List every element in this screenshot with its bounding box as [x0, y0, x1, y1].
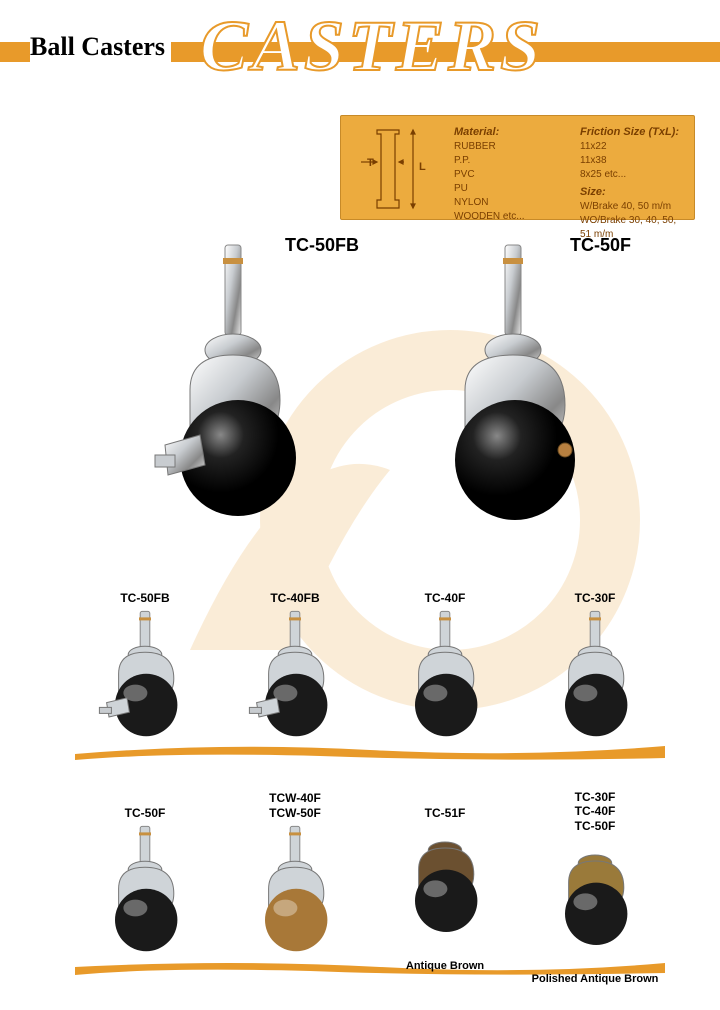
spec-col-1: Material: RUBBER P.P. PVC PU NYLON WOODE…	[454, 126, 560, 209]
spec-col-2: Friction Size (TxL): 11x22 11x38 8x25 et…	[580, 126, 686, 209]
caster-icon	[535, 609, 655, 741]
product-item: TCW-40FTCW-50F	[220, 790, 370, 985]
main-title: CASTERS	[200, 5, 544, 88]
caster-icon	[130, 240, 330, 530]
product-item: TC-40F	[370, 575, 520, 741]
material-heading: Material:	[454, 126, 560, 138]
caster-icon	[410, 240, 610, 530]
product-label: TC-30FTC-40FTC-50F	[520, 790, 670, 833]
diagram-l-label: L	[419, 161, 426, 173]
product-label: TC-50F	[70, 790, 220, 820]
spec-diagram: T L	[341, 116, 446, 219]
caster-icon	[235, 824, 355, 956]
product-label: TC-30F	[520, 575, 670, 605]
caster-icon	[85, 609, 205, 741]
diagram-t-label: T	[367, 157, 374, 169]
caster-icon	[385, 824, 505, 956]
material-item: NYLON	[454, 196, 560, 210]
friction-item: 11x22	[580, 140, 686, 154]
big-product-1-label: TC-50FB	[285, 235, 359, 256]
spec-text: Material: RUBBER P.P. PVC PU NYLON WOODE…	[446, 116, 694, 219]
header: Ball Casters CASTERS	[0, 0, 720, 80]
product-item: TC-50FB	[70, 575, 220, 741]
material-item: PU	[454, 182, 560, 196]
product-item: TC-30F	[520, 575, 670, 741]
friction-heading: Friction Size (TxL):	[580, 126, 686, 138]
material-item: WOODEN etc...	[454, 210, 560, 224]
caster-icon	[85, 824, 205, 956]
size-heading: Size:	[580, 186, 686, 198]
product-label: TC-51F	[370, 790, 520, 820]
big-product-2: TC-50F	[370, 240, 650, 540]
big-product-row: TC-50FB TC-50F	[90, 240, 650, 540]
product-item: TC-30FTC-40FTC-50F Polished Antique Brow…	[520, 790, 670, 985]
big-product-1: TC-50FB	[90, 240, 370, 540]
brush-stroke-1	[70, 740, 670, 762]
product-label: TC-40F	[370, 575, 520, 605]
subtitle: Ball Casters	[30, 32, 171, 62]
material-item: RUBBER	[454, 140, 560, 154]
material-item: PVC	[454, 168, 560, 182]
caster-icon	[235, 609, 355, 741]
caster-icon	[385, 609, 505, 741]
product-row-3: TC-50F TCW-40FTCW-50F TC-51F Ant	[70, 790, 670, 985]
product-label: TCW-40FTCW-50F	[220, 790, 370, 820]
product-item: TC-40FB	[220, 575, 370, 741]
product-item: TC-51F Antique Brown	[370, 790, 520, 985]
product-item: TC-50F	[70, 790, 220, 985]
big-product-2-label: TC-50F	[570, 235, 631, 256]
product-sublabel: Polished Antique Brown	[520, 973, 670, 985]
spec-box: T L Material: RUBBER P.P. PVC PU NYLON W…	[340, 115, 695, 220]
product-sublabel: Antique Brown	[370, 960, 520, 972]
product-label: TC-50FB	[70, 575, 220, 605]
material-item: P.P.	[454, 154, 560, 168]
caster-icon	[535, 837, 655, 969]
product-label: TC-40FB	[220, 575, 370, 605]
friction-item: 8x25 etc...	[580, 168, 686, 182]
size-item: W/Brake 40, 50 m/m	[580, 200, 686, 214]
product-row-2: TC-50FB TC-40FB TC-40F TC-30F	[70, 575, 670, 741]
friction-item: 11x38	[580, 154, 686, 168]
